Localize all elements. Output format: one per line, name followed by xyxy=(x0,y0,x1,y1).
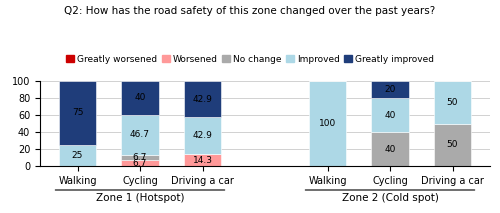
Bar xyxy=(59,145,96,166)
Text: 50: 50 xyxy=(447,140,458,149)
Bar xyxy=(371,132,409,166)
Text: 42.9: 42.9 xyxy=(192,131,212,140)
Bar xyxy=(121,81,159,115)
Bar xyxy=(184,81,221,117)
Text: 75: 75 xyxy=(72,108,83,117)
Text: 6.7: 6.7 xyxy=(133,159,147,168)
Text: 20: 20 xyxy=(384,85,396,94)
Legend: Greatly worsened, Worsened, No change, Improved, Greatly improved: Greatly worsened, Worsened, No change, I… xyxy=(62,51,438,68)
Text: 50: 50 xyxy=(447,98,458,107)
Bar xyxy=(184,117,221,154)
Text: 40: 40 xyxy=(384,111,396,119)
Text: 14.3: 14.3 xyxy=(192,155,212,165)
Text: 40: 40 xyxy=(134,93,145,102)
Bar xyxy=(371,98,409,132)
Text: Q2: How has the road safety of this zone changed over the past years?: Q2: How has the road safety of this zone… xyxy=(64,6,436,16)
Text: 100: 100 xyxy=(319,119,336,128)
Bar xyxy=(59,81,96,145)
Text: 46.7: 46.7 xyxy=(130,130,150,139)
Text: Zone 1 (Hotspot): Zone 1 (Hotspot) xyxy=(96,193,184,203)
Text: 25: 25 xyxy=(72,151,83,160)
Text: 42.9: 42.9 xyxy=(192,95,212,104)
Bar xyxy=(121,115,159,155)
Bar xyxy=(184,154,221,166)
Bar xyxy=(121,160,159,166)
Text: 6.7: 6.7 xyxy=(133,153,147,162)
Bar xyxy=(121,155,159,160)
Bar xyxy=(434,124,471,166)
Bar xyxy=(309,81,346,166)
Bar xyxy=(371,81,409,98)
Bar xyxy=(434,81,471,124)
Text: 40: 40 xyxy=(384,145,396,154)
Text: Zone 2 (Cold spot): Zone 2 (Cold spot) xyxy=(342,193,438,203)
